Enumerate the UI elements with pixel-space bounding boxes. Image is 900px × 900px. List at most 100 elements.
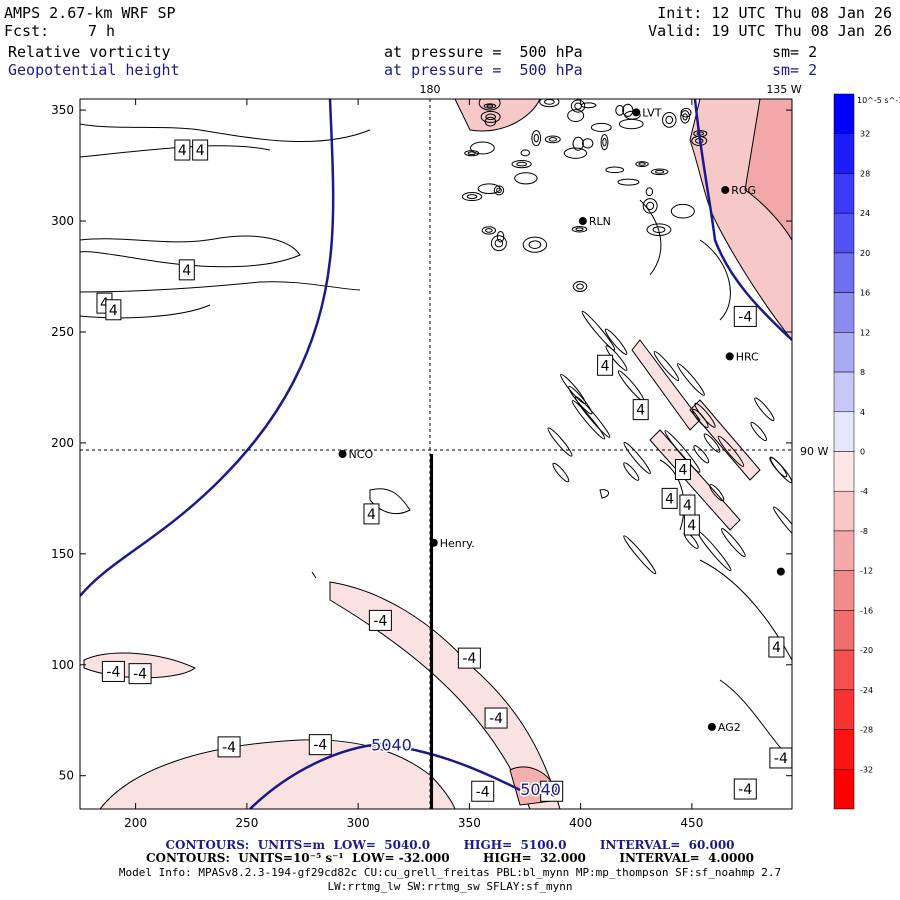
colorbar-swatch <box>833 610 855 651</box>
station-label: ROG <box>731 184 756 197</box>
colorbar-tick-label: 32 <box>860 130 870 139</box>
contour-label-box <box>632 399 649 421</box>
station-dot <box>578 217 587 226</box>
contour-label-box <box>101 660 125 682</box>
speckle-contour-inner <box>516 161 527 167</box>
colorbar-tick-label: 24 <box>860 209 870 218</box>
height-contour-label: 5040 <box>520 780 561 799</box>
contour-label: 4 <box>196 143 205 159</box>
speckle-contour <box>618 118 644 130</box>
x-tick-label: 250 <box>235 816 258 830</box>
speckle-contour-inner <box>533 133 539 143</box>
speckle-contour <box>617 178 640 186</box>
speckle-streak <box>709 484 725 502</box>
speckle-contour <box>600 133 609 151</box>
colorbar-tick-label: -16 <box>860 606 873 615</box>
speckle-contour <box>571 225 588 233</box>
contour-label-box <box>363 503 380 525</box>
speckle-streak <box>750 421 767 442</box>
speckle-contour-inner <box>602 137 607 147</box>
speckle-contour <box>680 107 692 118</box>
contour-label: 4 <box>687 518 696 534</box>
contour-label: 4 <box>182 263 191 279</box>
speckle-contour-inner <box>544 99 555 105</box>
speckle-contour <box>493 185 505 196</box>
contour-label: -4 <box>774 751 788 767</box>
speckle-streak <box>547 427 573 457</box>
station-dot <box>725 352 734 361</box>
contour-label-box <box>733 778 757 800</box>
colorbar-swatch <box>833 252 855 293</box>
colorbar-tick-label: 16 <box>860 289 870 298</box>
contour-label-box <box>457 647 481 669</box>
speckle-contour <box>481 226 497 235</box>
colorbar-tick-label: -32 <box>860 765 873 774</box>
speckle-streak <box>770 457 792 484</box>
y-tick-label: 50 <box>59 769 74 783</box>
speckle-contour-inner <box>485 113 496 121</box>
speckle-contour <box>645 187 654 197</box>
speckle-streak <box>581 310 616 351</box>
speckle-streak <box>664 430 701 473</box>
speckle-contour <box>514 172 538 185</box>
speckle-contour-inner <box>576 283 584 290</box>
speckle-contour <box>520 149 531 157</box>
speckle-contour-inner <box>646 201 655 211</box>
speckle-streak <box>693 445 710 464</box>
contour-label: -8 <box>545 784 559 800</box>
y-tick-label: 150 <box>51 547 74 561</box>
speckle-streak <box>697 530 732 572</box>
speckle-contour <box>478 99 501 111</box>
contour-label-box <box>174 139 191 161</box>
colorbar-swatch <box>833 292 855 333</box>
station-label: RLN <box>589 215 611 228</box>
colorbar-swatch <box>833 173 855 214</box>
x-tick-label: 350 <box>458 816 481 830</box>
station-label: NCO <box>349 448 374 461</box>
speckle-streak <box>605 345 628 371</box>
speckle-contour-inner <box>494 238 504 248</box>
speckle-streak <box>604 328 628 355</box>
speckle-streak <box>623 462 640 481</box>
contour-label: 4 <box>109 303 118 319</box>
colorbar-tick-label: -20 <box>860 646 873 655</box>
contour-label: -4 <box>373 613 387 629</box>
speckle-streak <box>574 395 611 438</box>
speckle-streak <box>552 462 570 483</box>
speckle-contour-inner <box>466 194 478 200</box>
contour-label-box <box>484 707 508 729</box>
speckle-contour <box>461 192 483 202</box>
colorbar-swatch <box>833 133 855 174</box>
speckle-contour-inner <box>496 187 502 194</box>
contour-label: 4 <box>601 358 610 374</box>
colorbar-tick-label: 28 <box>860 169 870 178</box>
lat-lon-grid <box>80 99 792 809</box>
colorbar-swatch <box>833 411 855 452</box>
vorticity-shading <box>83 99 792 809</box>
contour-label-box <box>540 780 564 802</box>
speckle-contour-inner <box>638 162 646 166</box>
y-tick-label: 300 <box>51 214 74 228</box>
station-label: Henry. <box>440 537 475 550</box>
station-dot <box>429 538 438 547</box>
x-tick-label: 400 <box>569 816 592 830</box>
colorbar-tick-label: 8 <box>860 368 865 377</box>
station-markers: LVT ROG RLN HRC NCO Henry. AG2 <box>338 106 785 734</box>
speckle-streak <box>717 435 745 467</box>
x-tick-label: 200 <box>124 816 147 830</box>
speckle-contour-inner <box>485 228 493 233</box>
colorbar-tick-label: -24 <box>860 686 873 695</box>
contour-label-box <box>217 736 241 758</box>
colorbar-swatch <box>833 649 855 691</box>
speckle-streak <box>721 528 746 558</box>
speckle-streak <box>677 363 705 396</box>
speckle-contour <box>680 110 690 124</box>
speckle-contour <box>483 103 497 109</box>
colorbar-units: 10^-5 s^-1 <box>857 96 900 105</box>
height-contour-east <box>693 99 792 341</box>
contour-label-box <box>674 459 691 481</box>
speckle-contour-inner <box>528 240 542 249</box>
speckle-contour <box>580 102 597 109</box>
contour-label: 4 <box>367 507 376 523</box>
